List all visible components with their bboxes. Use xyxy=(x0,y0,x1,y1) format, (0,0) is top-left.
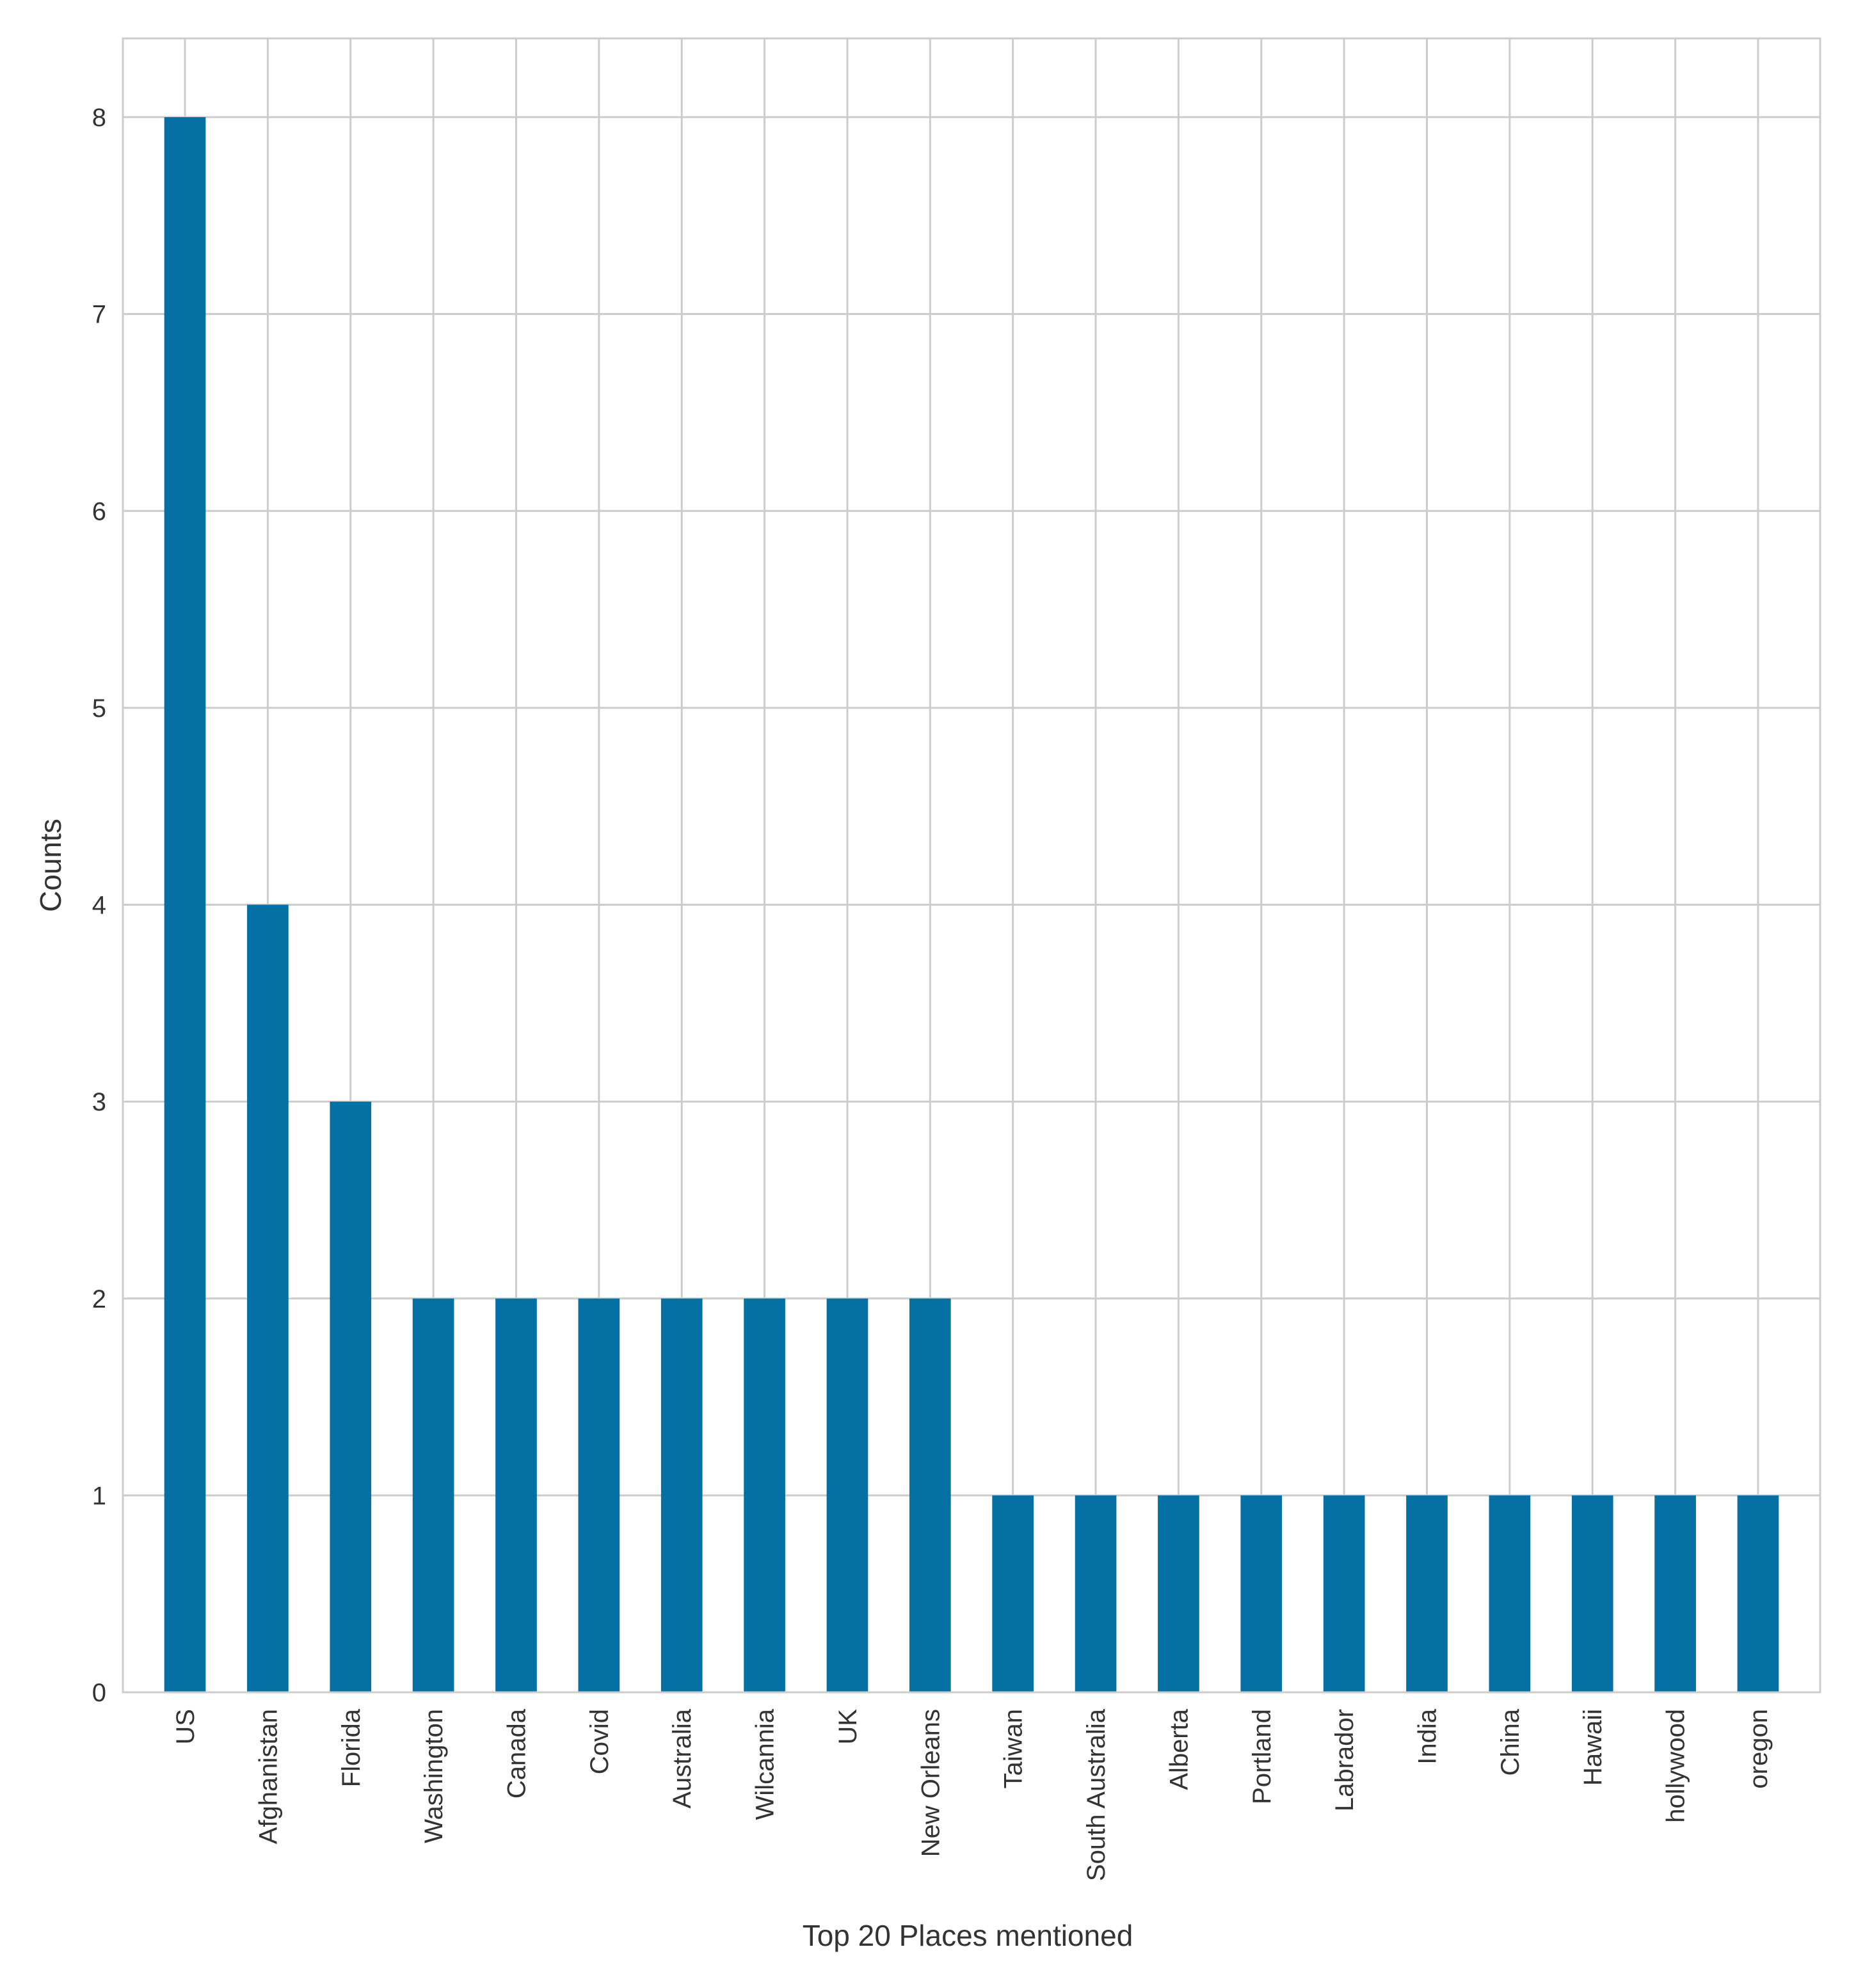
bar xyxy=(330,1102,372,1692)
x-tick-label: Afghanistan xyxy=(254,1709,282,1844)
bar xyxy=(1158,1495,1199,1692)
bar xyxy=(744,1298,785,1692)
bars xyxy=(164,117,1779,1693)
bar xyxy=(578,1298,620,1692)
x-tick-label: Portland xyxy=(1248,1709,1276,1804)
y-tick-label: 4 xyxy=(92,892,106,920)
bar xyxy=(1489,1495,1531,1692)
y-tick-label: 6 xyxy=(92,497,106,525)
bar xyxy=(826,1298,868,1692)
plot-frame xyxy=(122,37,1821,1694)
bar xyxy=(1240,1495,1283,1692)
x-tick-label: South Australia xyxy=(1082,1708,1110,1881)
bar xyxy=(1654,1495,1696,1692)
bar xyxy=(1737,1495,1779,1692)
y-tick-label: 2 xyxy=(92,1285,106,1313)
x-tick-label: Alberta xyxy=(1165,1708,1193,1790)
x-tick-label: Hawaii xyxy=(1579,1709,1607,1786)
bar xyxy=(412,1298,454,1692)
x-tick-label: hollywood xyxy=(1662,1709,1690,1823)
x-tick-label: India xyxy=(1414,1708,1442,1764)
x-tick-label: New Orleans xyxy=(916,1709,945,1857)
bar xyxy=(1323,1495,1365,1692)
y-tick-label: 3 xyxy=(92,1088,106,1116)
y-tick-label: 0 xyxy=(92,1679,106,1707)
y-tick-label: 1 xyxy=(92,1482,106,1510)
bar xyxy=(1571,1495,1613,1692)
bar xyxy=(992,1495,1034,1692)
y-axis-title: Counts xyxy=(34,819,67,912)
x-tick-label: Australia xyxy=(668,1708,696,1808)
x-tick-label: US xyxy=(172,1709,200,1745)
x-tick-label: Florida xyxy=(337,1708,365,1787)
x-tick-label: Washington xyxy=(420,1709,448,1843)
x-axis-title: Top 20 Places mentioned xyxy=(803,1919,1133,1952)
x-tick-label: Covid xyxy=(586,1709,614,1774)
y-tick-label: 7 xyxy=(92,301,106,329)
x-tick-label: Taiwan xyxy=(1000,1709,1028,1789)
y-tick-labels: 0 1 2 3 4 5 6 7 8 xyxy=(92,104,106,1707)
bar xyxy=(660,1298,703,1692)
bar xyxy=(164,117,206,1693)
plot-background xyxy=(123,38,1820,1692)
x-tick-label: UK xyxy=(834,1709,862,1745)
bar xyxy=(495,1298,537,1692)
x-tick-label: Labrador xyxy=(1331,1709,1359,1811)
x-tick-label: Wilcannia xyxy=(751,1708,780,1820)
x-tick-label: Canada xyxy=(502,1708,531,1799)
bar xyxy=(909,1298,951,1692)
bar xyxy=(1075,1495,1117,1692)
bar xyxy=(1406,1495,1448,1692)
bar xyxy=(247,904,289,1692)
x-tick-label: China xyxy=(1496,1708,1524,1776)
y-tick-label: 5 xyxy=(92,694,106,723)
y-tick-label: 8 xyxy=(92,104,106,132)
x-tick-label: oregon xyxy=(1745,1709,1773,1789)
x-tick-labels: US Afghanistan Florida Washington Canada Covi… xyxy=(172,1708,1773,1881)
